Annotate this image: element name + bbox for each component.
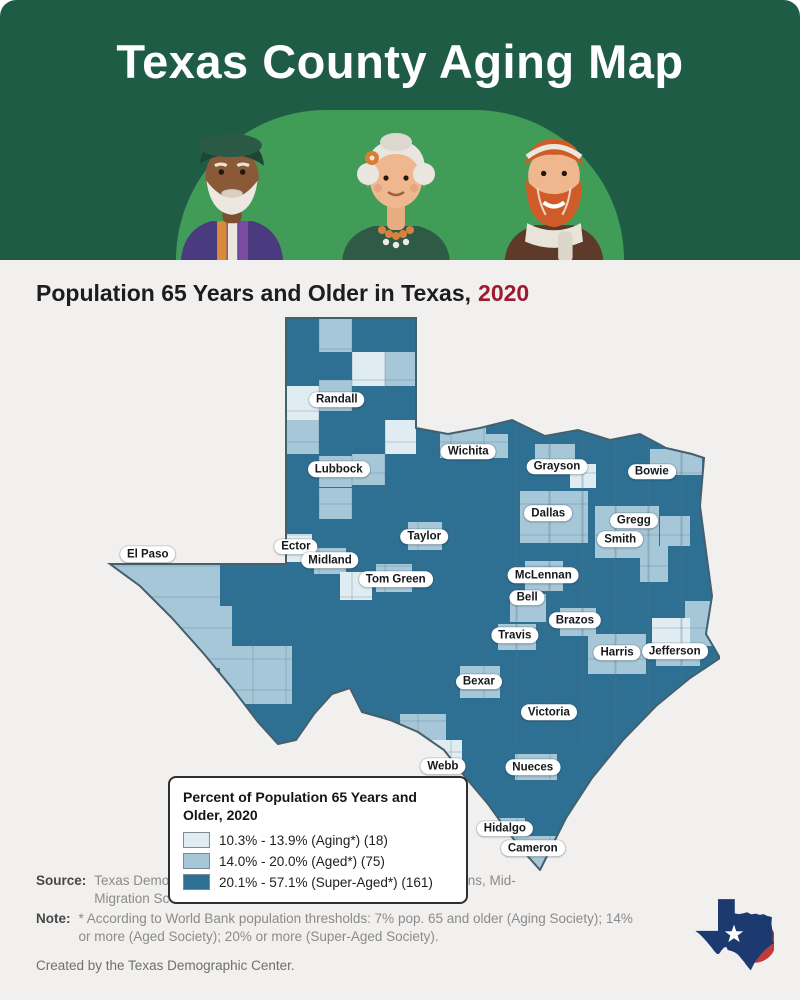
county-label-hidalgo: Hidalgo — [476, 821, 533, 837]
texas-county-map: Randall Wichita Grayson Bowie Lubbock Dallas G… — [100, 316, 720, 904]
legend-item: 14.0% - 20.0% (Aged*) (75) — [183, 853, 453, 869]
county-label-el-paso: El Paso — [119, 546, 176, 562]
county-label-brazos: Brazos — [548, 612, 602, 628]
county-label-bell: Bell — [509, 590, 545, 606]
county-labels: Randall Wichita Grayson Bowie Lubbock Dallas G… — [100, 316, 720, 871]
legend-item-label: 20.1% - 57.1% (Super-Aged*) (161) — [219, 874, 433, 890]
texas-demographic-center-logo — [695, 899, 774, 971]
elderly-man-beret-avatar — [181, 134, 283, 260]
county-label-mclennan: McLennan — [507, 567, 579, 583]
header: Texas County Aging Map — [0, 0, 800, 260]
county-label-grayson: Grayson — [526, 459, 588, 475]
legend-item-label: 14.0% - 20.0% (Aged*) (75) — [219, 853, 385, 869]
map-legend: Percent of Population 65 Years and Older… — [168, 776, 468, 904]
page-title: Texas County Aging Map — [116, 35, 684, 88]
created-by-line: Created by the Texas Demographic Center. — [36, 958, 295, 973]
legend-swatch — [183, 874, 210, 890]
map-title-text: Population 65 Years and Older in Texas, — [36, 280, 472, 306]
county-label-smith: Smith — [597, 531, 644, 547]
county-label-randall: Randall — [309, 392, 365, 408]
map-title-year: 2020 — [478, 280, 530, 306]
county-label-bowie: Bowie — [627, 464, 676, 480]
county-label-webb: Webb — [420, 758, 466, 774]
county-label-tom-green: Tom Green — [358, 571, 433, 587]
note-text: * According to World Bank population thr… — [78, 911, 633, 944]
legend-item: 10.3% - 13.9% (Aging*) (18) — [183, 832, 453, 848]
legend-title: Percent of Population 65 Years and Older… — [183, 789, 417, 823]
map-title: Population 65 Years and Older in Texas, 2… — [36, 280, 529, 307]
county-label-victoria: Victoria — [520, 704, 577, 721]
elderly-woman-avatar — [342, 133, 450, 260]
note-label: Note: — [36, 911, 71, 926]
county-label-dallas: Dallas — [524, 505, 573, 521]
county-label-midland: Midland — [301, 552, 359, 568]
content: Population 65 Years and Older in Texas, 2… — [0, 260, 800, 1000]
legend-items: 10.3% - 13.9% (Aging*) (18) 14.0% - 20.0%… — [183, 832, 453, 890]
county-label-bexar: Bexar — [455, 673, 502, 690]
county-label-nueces: Nueces — [505, 759, 561, 775]
legend-swatch — [183, 832, 210, 848]
source-label: Source: — [36, 873, 87, 888]
legend-item-label: 10.3% - 13.9% (Aging*) (18) — [219, 832, 388, 848]
county-label-cameron: Cameron — [500, 840, 565, 856]
county-label-lubbock: Lubbock — [307, 461, 370, 477]
county-label-travis: Travis — [491, 627, 539, 643]
county-label-gregg: Gregg — [609, 513, 658, 529]
county-label-wichita: Wichita — [440, 444, 496, 460]
note-line: Note: * According to World Bank populati… — [36, 910, 641, 946]
legend-swatch — [183, 853, 210, 869]
legend-item: 20.1% - 57.1% (Super-Aged*) (161) — [183, 874, 453, 890]
elderly-man-scarf-avatar — [504, 138, 604, 260]
county-label-harris: Harris — [593, 645, 641, 661]
county-label-taylor: Taylor — [400, 529, 449, 545]
county-label-ector: Ector — [274, 539, 318, 555]
logo-star-icon — [724, 924, 744, 943]
county-label-jefferson: Jefferson — [641, 643, 708, 659]
